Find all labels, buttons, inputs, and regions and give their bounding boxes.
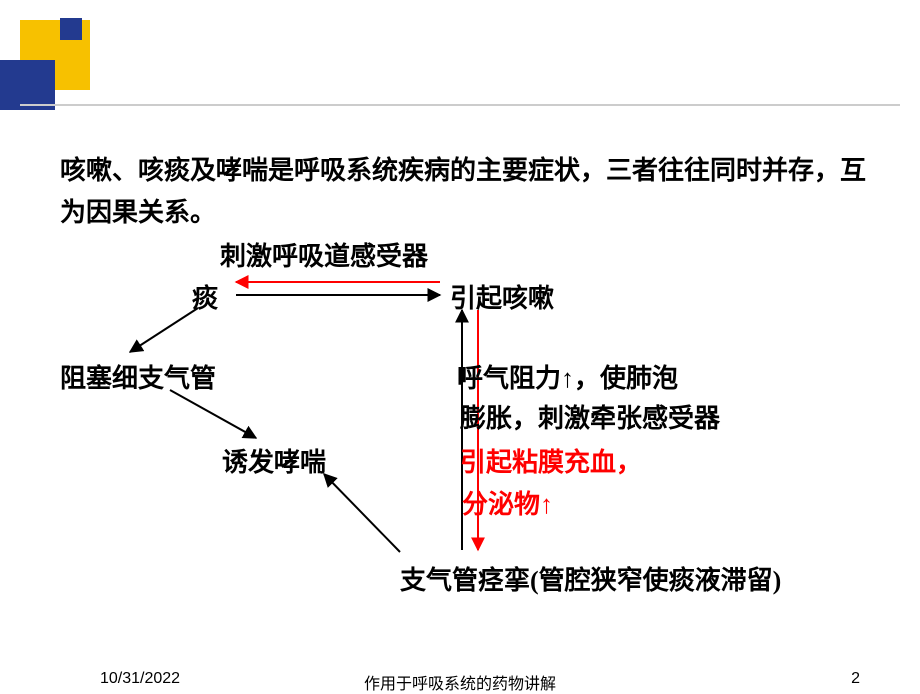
intro-text: 咳嗽、咳痰及哮喘是呼吸系统疾病的主要症状，三者往往同时并存，互为因果关系。 [60, 150, 880, 233]
node-resistance-line2: 膨胀，刺激牵张感受器 [460, 398, 720, 435]
footer-page: 2 [851, 670, 860, 688]
slide: 咳嗽、咳痰及哮喘是呼吸系统疾病的主要症状，三者往往同时并存，互为因果关系。 刺激… [0, 0, 920, 690]
node-phlegm: 痰 [192, 278, 218, 315]
node-mucosa-line2: 分泌物↑ [462, 484, 553, 521]
node-cough: 引起咳嗽 [450, 278, 554, 315]
node-asthma: 诱发哮喘 [222, 442, 326, 479]
node-stimulate-receptor: 刺激呼吸道感受器 [220, 236, 428, 273]
node-spasm: 支气管痉挛(管腔狭窄使痰液滞留) [400, 560, 781, 597]
node-mucosa-line1: 引起粘膜充血， [460, 442, 642, 479]
node-block-bronchi: 阻塞细支气管 [60, 358, 216, 395]
footer-title: 作用于呼吸系统的药物讲解 [0, 670, 920, 694]
node-resistance-line1: 呼气阻力↑，使肺泡 [457, 358, 678, 395]
